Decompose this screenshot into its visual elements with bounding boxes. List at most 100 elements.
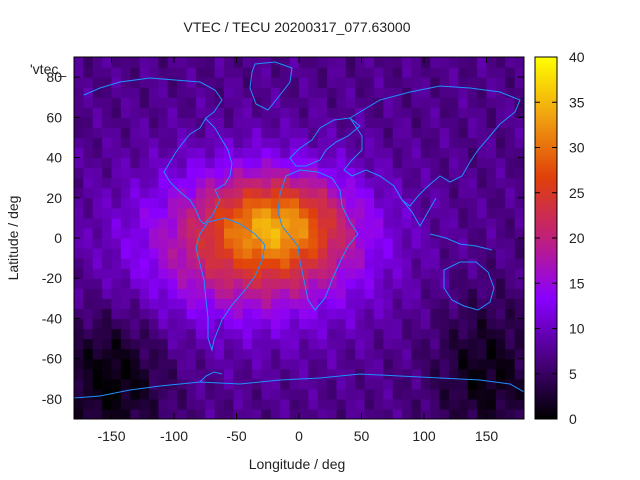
heatmap-cell bbox=[383, 278, 394, 289]
heatmap-cell bbox=[505, 187, 516, 199]
heatmap-cell bbox=[514, 77, 524, 88]
heatmap-cell bbox=[374, 127, 384, 139]
heatmap-cell bbox=[242, 398, 253, 410]
heatmap-cell bbox=[374, 388, 384, 400]
heatmap-cell bbox=[83, 278, 94, 289]
heatmap-cell bbox=[205, 408, 216, 419]
heatmap-cell bbox=[102, 318, 113, 330]
heatmap-cell bbox=[411, 197, 422, 209]
heatmap-cell bbox=[289, 97, 300, 108]
heatmap-cell bbox=[411, 97, 422, 108]
heatmap-cell bbox=[458, 157, 469, 169]
heatmap-cell bbox=[233, 177, 244, 189]
heatmap-cell bbox=[280, 147, 291, 159]
heatmap-cell bbox=[83, 157, 94, 169]
heatmap-cell bbox=[83, 378, 94, 390]
heatmap-cell bbox=[224, 358, 234, 370]
heatmap-cell bbox=[224, 268, 234, 279]
heatmap-cell bbox=[364, 278, 375, 289]
heatmap-cell bbox=[449, 238, 459, 249]
heatmap-cell bbox=[336, 57, 347, 68]
heatmap-cell bbox=[167, 258, 178, 269]
heatmap-cell bbox=[102, 238, 113, 249]
heatmap-cell bbox=[186, 207, 197, 219]
heatmap-cell bbox=[214, 338, 225, 350]
heatmap-cell bbox=[130, 187, 141, 199]
heatmap-cell bbox=[205, 137, 216, 149]
heatmap-cell bbox=[364, 117, 375, 128]
heatmap-cell bbox=[477, 358, 488, 370]
heatmap-cell bbox=[158, 378, 169, 390]
heatmap-cell bbox=[308, 398, 319, 410]
heatmap-cell bbox=[458, 127, 469, 139]
coastline-indonesia bbox=[429, 233, 493, 251]
heatmap-cell bbox=[158, 358, 169, 370]
heatmap-cell bbox=[383, 258, 394, 269]
heatmap-cell bbox=[467, 137, 478, 149]
heatmap-cell bbox=[420, 288, 431, 299]
heatmap-cell bbox=[486, 97, 497, 108]
heatmap-cell bbox=[149, 117, 159, 128]
heatmap-cell bbox=[186, 107, 197, 118]
heatmap-cell bbox=[420, 248, 431, 259]
heatmap-cell bbox=[505, 348, 516, 360]
heatmap-cell bbox=[439, 238, 450, 249]
heatmap-cell bbox=[130, 358, 141, 370]
heatmap-cell bbox=[374, 77, 384, 88]
y-axis-label: Latitude / deg bbox=[5, 196, 21, 281]
heatmap-cell bbox=[83, 408, 94, 419]
heatmap-cell bbox=[167, 298, 178, 309]
heatmap-cell bbox=[439, 408, 450, 419]
heatmap-cell bbox=[130, 157, 141, 169]
heatmap-cell bbox=[345, 227, 356, 239]
heatmap-cell bbox=[317, 97, 328, 108]
heatmap-cell bbox=[355, 217, 366, 229]
heatmap-cell bbox=[345, 268, 356, 279]
x-tick-label: -50 bbox=[226, 428, 246, 444]
heatmap-cell bbox=[224, 248, 234, 259]
heatmap-cell bbox=[514, 328, 524, 340]
heatmap-cell bbox=[477, 398, 488, 410]
heatmap-cell bbox=[383, 117, 394, 128]
heatmap-cell bbox=[261, 378, 272, 390]
heatmap-cell bbox=[327, 97, 338, 108]
heatmap-cell bbox=[270, 288, 281, 299]
heatmap-cell bbox=[486, 288, 497, 299]
heatmap-cell bbox=[92, 298, 103, 309]
heatmap-cell bbox=[430, 57, 441, 68]
heatmap-cell bbox=[242, 388, 253, 400]
heatmap-cell bbox=[374, 67, 384, 78]
heatmap-cell bbox=[158, 67, 169, 78]
heatmap-cell bbox=[392, 268, 403, 279]
heatmap-cell bbox=[383, 238, 394, 249]
heatmap-cell bbox=[308, 127, 319, 139]
heatmap-cell bbox=[214, 348, 225, 360]
heatmap-cell bbox=[336, 368, 347, 380]
heatmap-cell bbox=[392, 107, 403, 118]
heatmap-cell bbox=[158, 117, 169, 128]
heatmap-cell bbox=[261, 107, 272, 118]
heatmap-cell bbox=[374, 177, 384, 189]
heatmap-cell bbox=[186, 157, 197, 169]
heatmap-cell bbox=[214, 137, 225, 149]
heatmap-cell bbox=[467, 278, 478, 289]
heatmap-cell bbox=[317, 378, 328, 390]
heatmap-cell bbox=[327, 328, 338, 340]
heatmap-cell bbox=[167, 388, 178, 400]
heatmap-cell bbox=[111, 187, 122, 199]
heatmap-cell bbox=[467, 348, 478, 360]
heatmap-cell bbox=[83, 217, 94, 229]
heatmap-cell bbox=[495, 358, 506, 370]
heatmap-cell bbox=[420, 308, 431, 320]
heatmap-cell bbox=[374, 268, 384, 279]
heatmap-cell bbox=[205, 107, 216, 118]
x-axis-ticks: -150 -100 -50 0 50 100 150 bbox=[97, 57, 498, 444]
heatmap-cell bbox=[317, 368, 328, 380]
heatmap-cell bbox=[120, 318, 131, 330]
heatmap-cell bbox=[449, 278, 459, 289]
heatmap-cell bbox=[420, 388, 431, 400]
heatmap-cell bbox=[149, 107, 159, 118]
heatmap-cell bbox=[195, 187, 206, 199]
heatmap-cell bbox=[130, 167, 141, 179]
heatmap-cell bbox=[327, 187, 338, 199]
